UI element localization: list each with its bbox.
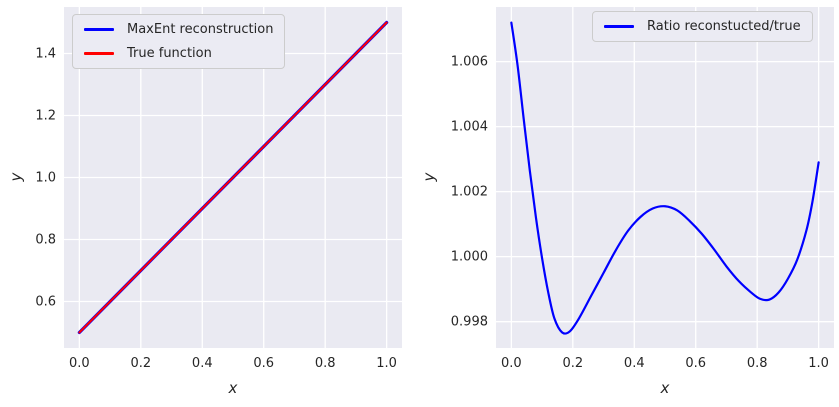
x-tick-label: 0.2 bbox=[130, 356, 152, 371]
right-xaxis-label: x bbox=[660, 379, 670, 397]
y-tick-label: 1.0 bbox=[35, 170, 56, 185]
left-legend: MaxEnt reconstruction True function bbox=[72, 14, 286, 69]
y-tick-label: 1.002 bbox=[450, 184, 488, 200]
y-tick-label: 1.2 bbox=[35, 108, 56, 123]
x-tick-label: 0.6 bbox=[685, 356, 707, 371]
legend-line-swatch bbox=[604, 25, 634, 28]
x-tick-label: 0.8 bbox=[314, 356, 336, 371]
legend-line-swatch bbox=[84, 28, 114, 31]
legend-entry: Ratio reconstucted/true bbox=[604, 18, 801, 35]
right-chart-canvas bbox=[496, 7, 834, 348]
y-tick-label: 1.006 bbox=[450, 54, 488, 70]
legend-entry: MaxEnt reconstruction bbox=[84, 21, 273, 38]
y-tick-label: 0.998 bbox=[450, 314, 488, 330]
right-plot-axes: Ratio reconstucted/true bbox=[496, 7, 834, 348]
x-tick-label: 1.0 bbox=[376, 356, 397, 371]
right-legend: Ratio reconstucted/true bbox=[592, 11, 813, 42]
y-tick-label: 1.000 bbox=[450, 249, 488, 265]
x-tick-label: 0.4 bbox=[623, 356, 645, 371]
y-tick-label: 1.4 bbox=[35, 46, 56, 61]
series-line bbox=[510, 21, 820, 335]
left-yaxis-label: y bbox=[7, 172, 25, 182]
y-tick-label: 0.8 bbox=[35, 232, 56, 247]
legend-label: Ratio reconstucted/true bbox=[647, 19, 801, 34]
x-tick-label: 1.0 bbox=[808, 356, 829, 371]
left-plot-axes: MaxEnt reconstruction True function bbox=[64, 7, 402, 348]
x-tick-label: 0.2 bbox=[562, 356, 584, 371]
y-tick-label: 0.6 bbox=[35, 294, 56, 309]
x-tick-label: 0.0 bbox=[69, 356, 90, 371]
legend-line-swatch bbox=[84, 52, 114, 55]
x-tick-label: 0.6 bbox=[253, 356, 275, 371]
legend-label: MaxEnt reconstruction bbox=[127, 22, 274, 37]
legend-label: True function bbox=[127, 46, 212, 61]
x-tick-label: 0.8 bbox=[746, 356, 768, 371]
legend-entry: True function bbox=[84, 45, 273, 62]
x-tick-label: 0.4 bbox=[191, 356, 213, 371]
x-tick-label: 0.0 bbox=[501, 356, 522, 371]
y-tick-label: 1.004 bbox=[450, 119, 488, 135]
left-xaxis-label: x bbox=[228, 379, 238, 397]
right-yaxis-label: y bbox=[420, 172, 438, 182]
series-line bbox=[78, 21, 388, 334]
